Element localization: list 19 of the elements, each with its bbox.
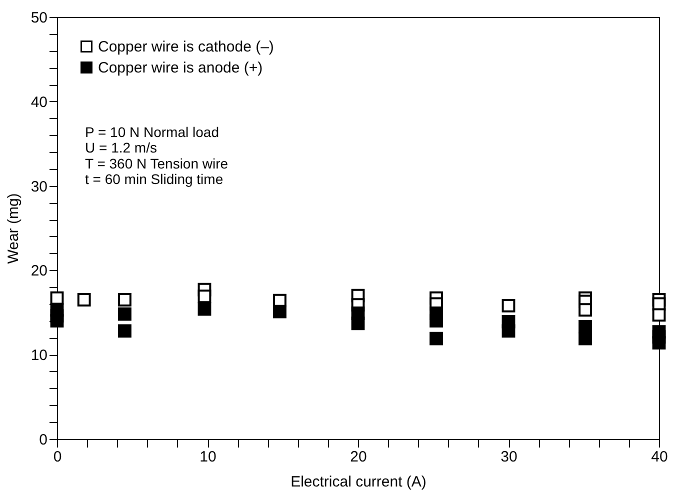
annotation: t = 60 min Sliding time	[85, 171, 224, 188]
y-tick-label: 40	[30, 94, 48, 111]
y-tick-label: 50	[30, 10, 48, 26]
x-tick-label: 20	[350, 448, 367, 466]
y-tick-label: 0	[39, 432, 48, 448]
x-tick-label: 40	[651, 448, 668, 466]
annotation: T = 360 N Tension wire	[85, 155, 228, 172]
y-tick-label: 10	[30, 347, 48, 364]
annotation: P = 10 N Normal load	[85, 124, 219, 140]
x-axis-title: Electrical current (A)	[290, 474, 426, 490]
y-tick-label: 20	[30, 262, 48, 280]
y-axis-title: Wear (mg)	[4, 193, 22, 264]
legend-label: Copper wire is anode (+)	[98, 60, 263, 76]
x-tick-label: 10	[200, 448, 216, 466]
legend-label: Copper wire is cathode (–)	[98, 38, 274, 56]
x-tick-label: 30	[500, 448, 518, 466]
y-tick-label: 30	[30, 178, 48, 196]
annotation: U = 1.2 m/s	[85, 140, 157, 156]
x-tick-label: 0	[53, 448, 62, 466]
